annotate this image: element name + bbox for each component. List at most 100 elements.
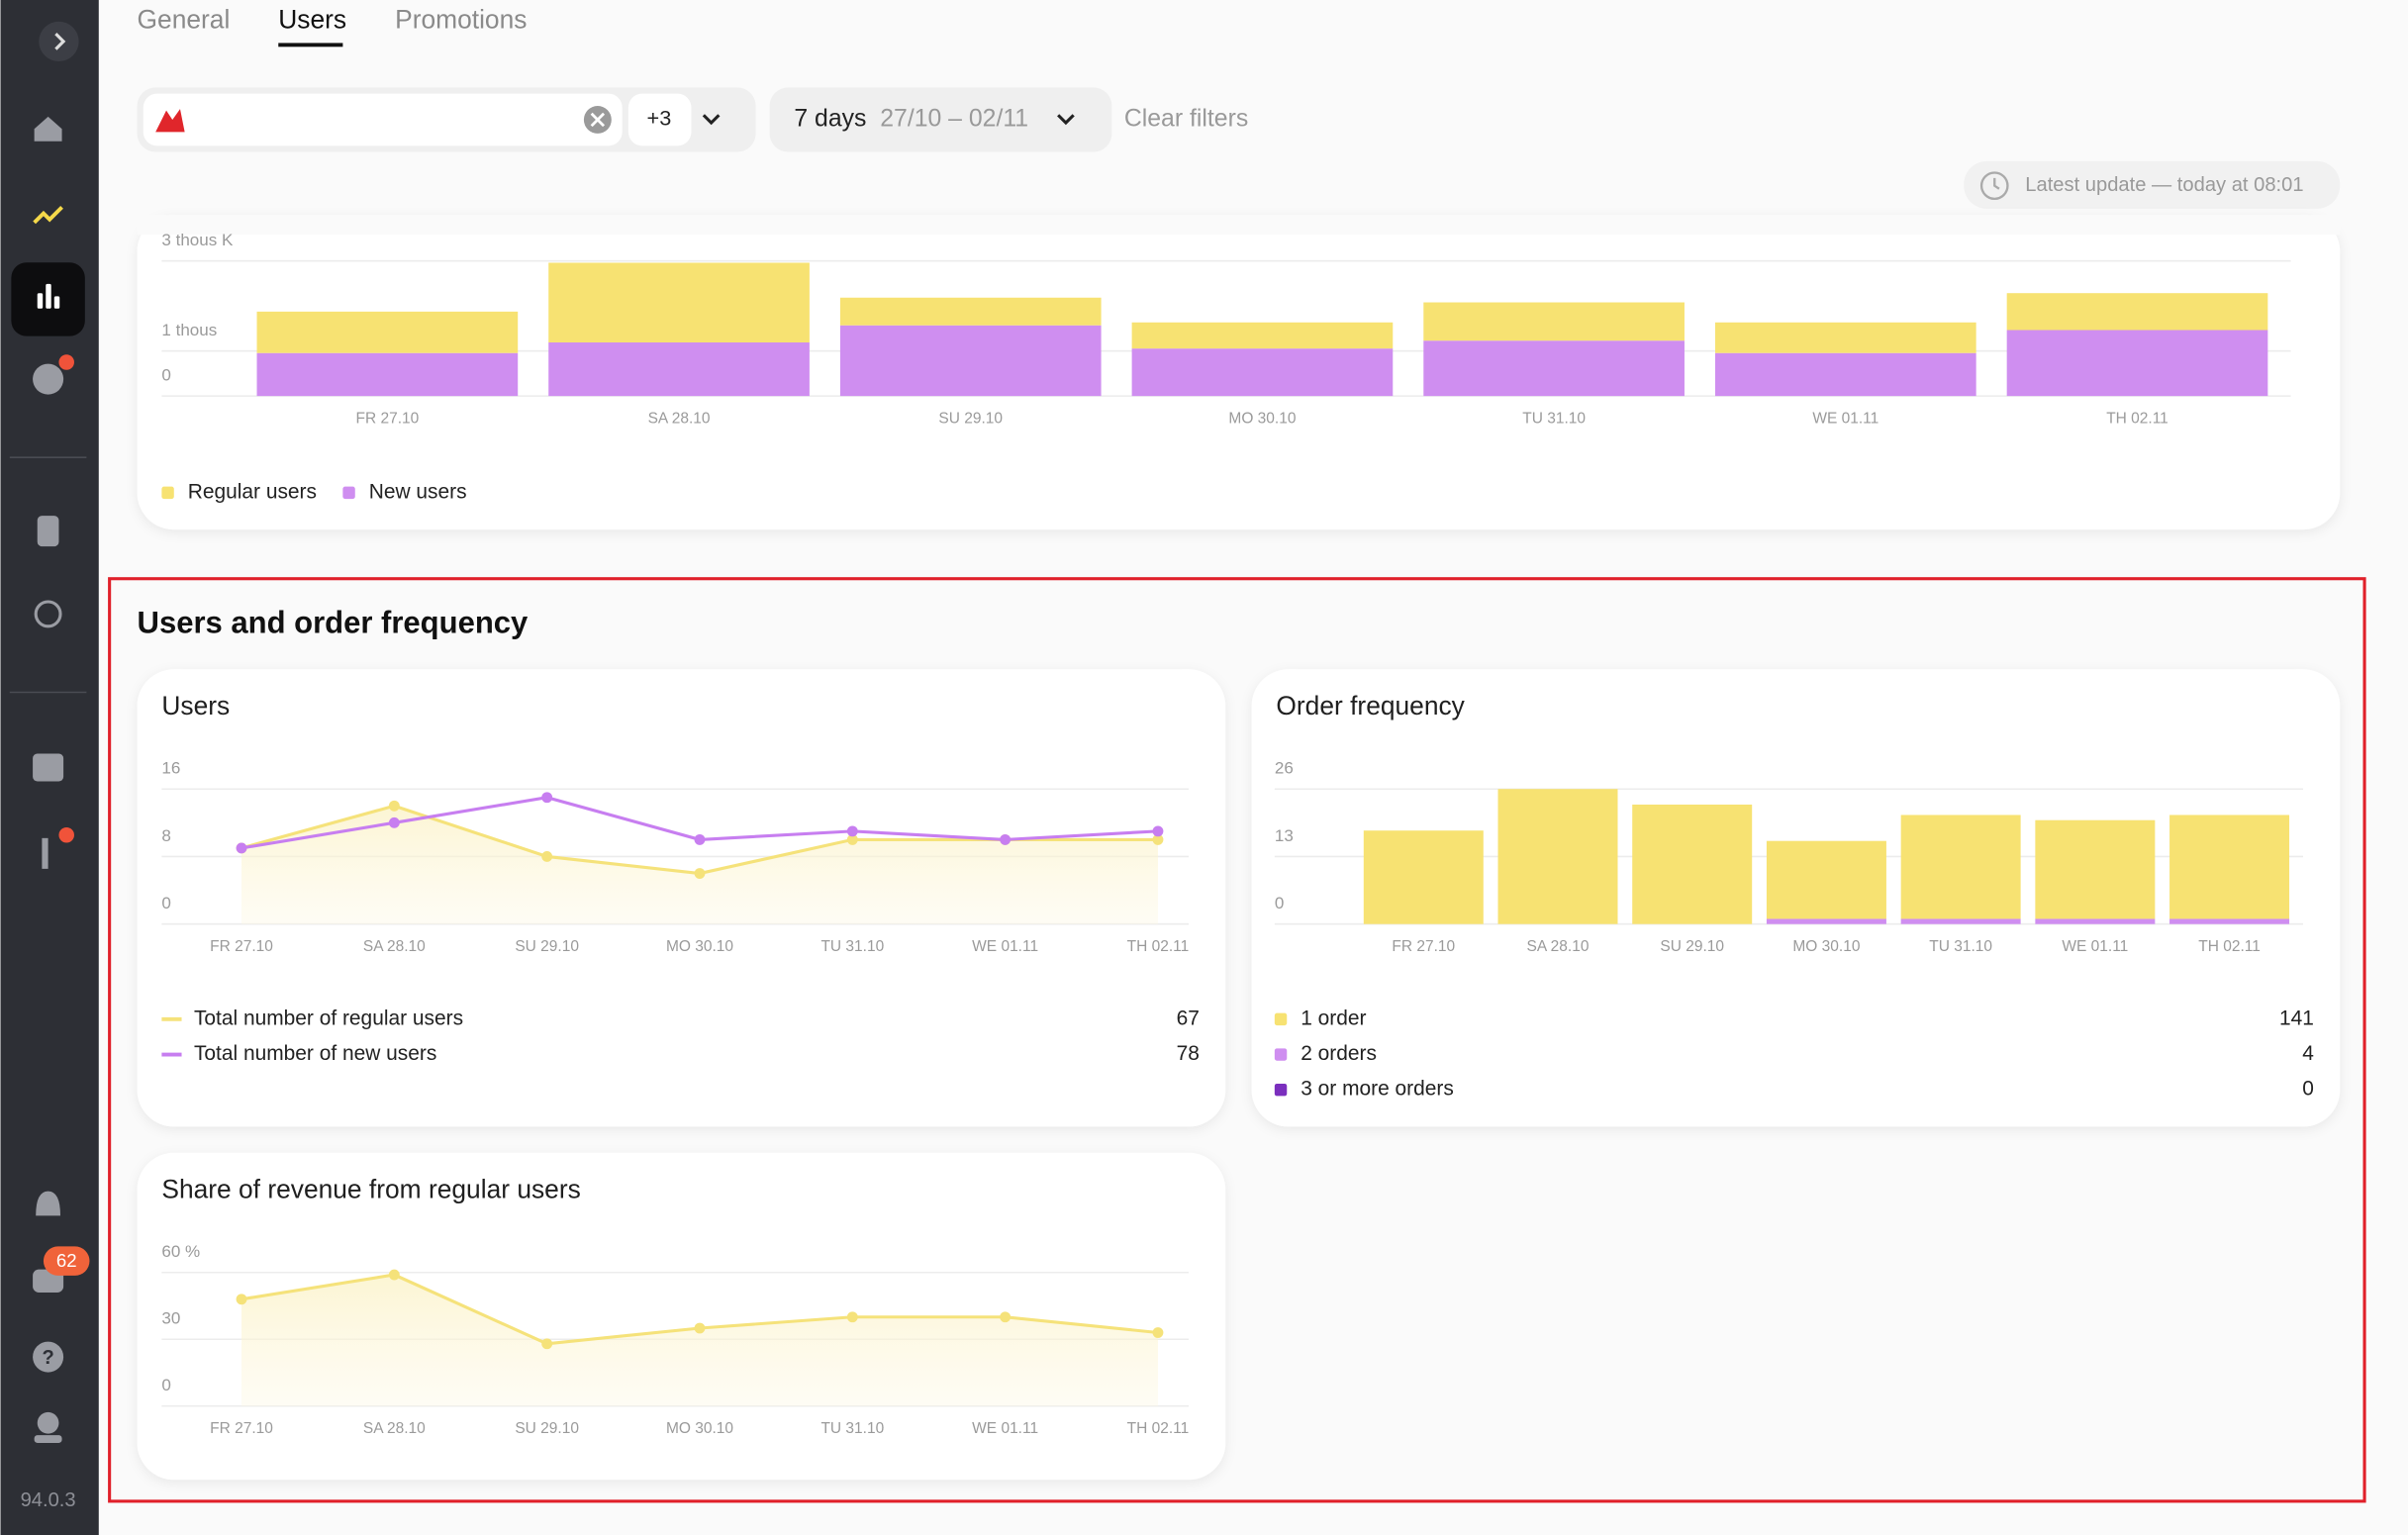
trends-icon[interactable] (33, 206, 63, 225)
y-tick-label: 0 (161, 1376, 170, 1394)
bar-segment (839, 297, 1102, 326)
y-tick-label: 3 thous K (161, 231, 234, 249)
clock-icon (1979, 171, 2009, 201)
chart-title: Share of revenue from regular users (161, 1175, 580, 1204)
profile-icon (34, 1435, 62, 1443)
legend-label: Total number of regular users (194, 1007, 463, 1029)
store-input[interactable] (143, 93, 623, 146)
bar-segment (548, 262, 810, 343)
help-icon[interactable] (33, 1341, 64, 1373)
notification-dot (58, 354, 74, 370)
x-tick-label: SU 29.10 (1660, 938, 1724, 955)
point (541, 851, 553, 862)
legend-total: 78 (1177, 1042, 1200, 1065)
dropdown-icon[interactable] (702, 114, 721, 126)
x-tick-label: FR 27.10 (210, 1420, 273, 1437)
area (241, 806, 1158, 924)
tab-active[interactable]: Users (278, 5, 346, 35)
dates: 27/10 – 02/11 (880, 106, 1028, 133)
point (1000, 833, 1011, 845)
bar-segment (1766, 918, 1886, 924)
point (694, 1322, 706, 1334)
point (694, 868, 706, 879)
y-tick-label: 0 (161, 365, 170, 384)
chart-title: Users (161, 691, 230, 720)
history-icon[interactable] (34, 600, 62, 628)
highlight-frame (108, 577, 2366, 1503)
bar-segment (1423, 302, 1685, 341)
clock-hand (1993, 177, 2000, 190)
analytics-icon (46, 283, 51, 309)
bar-segment (1363, 830, 1484, 924)
bar-segment (548, 342, 810, 397)
more-stores[interactable] (627, 93, 692, 146)
store-logo (155, 109, 185, 133)
expand-button[interactable] (39, 21, 79, 62)
date-filter[interactable] (769, 87, 1112, 152)
badge (43, 1246, 90, 1276)
point (1000, 1311, 1011, 1323)
legend-marker (161, 486, 174, 500)
x-tick-label: SA 28.10 (363, 938, 426, 955)
point (388, 816, 400, 828)
x-tick-label: TU 31.10 (1522, 411, 1586, 428)
device-icon[interactable] (37, 516, 59, 547)
menu-icon[interactable] (42, 837, 48, 869)
point (846, 825, 858, 837)
period: 7 days (794, 106, 866, 133)
profile-icon[interactable] (37, 1411, 59, 1434)
x-tick-label: TH 02.11 (2198, 938, 2261, 955)
x-tick-label: MO 30.10 (1228, 411, 1296, 428)
point (1152, 825, 1164, 837)
y-tick-label: 8 (161, 826, 170, 845)
legend-label: 1 order (1300, 1007, 1366, 1029)
bar-segment (2035, 918, 2156, 924)
bar-segment (2006, 293, 2268, 331)
bar-segment (2035, 819, 2156, 919)
legend-marker (342, 486, 355, 500)
legend-label: 3 or more orders (1300, 1078, 1454, 1101)
bar-segment (2169, 918, 2290, 924)
x-tick-label: SU 29.10 (515, 1420, 579, 1437)
x-tick-label: WE 01.11 (972, 1420, 1038, 1437)
bell-icon[interactable] (36, 1191, 61, 1216)
clear-filters[interactable]: Clear filters (1124, 106, 1248, 133)
x-tick-label: FR 27.10 (210, 938, 273, 955)
bar-segment (839, 325, 1102, 397)
legend-total: 4 (2302, 1042, 2314, 1065)
x-tick-label: TH 02.11 (1127, 938, 1190, 955)
legend-total: 0 (2302, 1078, 2314, 1101)
charts: 0 1 thous 3 thous K FR 27.10 SA 28.10 SU 29.1… (161, 231, 2314, 1437)
tab[interactable]: General (138, 5, 231, 35)
x-tick-label: WE 01.11 (2062, 938, 2128, 955)
bar-segment (1714, 352, 1976, 397)
reviews-icon[interactable] (33, 363, 64, 395)
area (241, 1275, 1158, 1406)
y-tick-label: 0 (1275, 894, 1284, 912)
bar-segment (256, 311, 519, 353)
bar-segment (1632, 804, 1753, 924)
point (846, 833, 858, 845)
help-glyph: ? (42, 1347, 53, 1369)
analytics-icon (53, 296, 60, 309)
x-tick-label: FR 27.10 (355, 411, 419, 428)
bar-segment (1423, 340, 1685, 397)
tab[interactable]: Promotions (395, 5, 527, 35)
x-tick-label: FR 27.10 (1392, 938, 1455, 955)
x-tick-label: SU 29.10 (515, 938, 579, 955)
x-tick-label: SA 28.10 (1527, 938, 1589, 955)
y-tick-label: 30 (161, 1309, 180, 1328)
legend-total: 141 (2279, 1007, 2314, 1029)
legend-label: Regular users (188, 480, 317, 503)
y-tick-label: 16 (161, 759, 180, 778)
bar-segment (2006, 330, 2268, 397)
x-tick-label: MO 30.10 (666, 1420, 733, 1437)
notification-dot (58, 826, 74, 843)
store-icon[interactable] (33, 753, 64, 782)
bar-segment (1714, 322, 1976, 353)
y-tick-label: 1 thous (161, 321, 217, 339)
bar-segment (1497, 789, 1618, 924)
home-icon[interactable] (34, 116, 62, 142)
